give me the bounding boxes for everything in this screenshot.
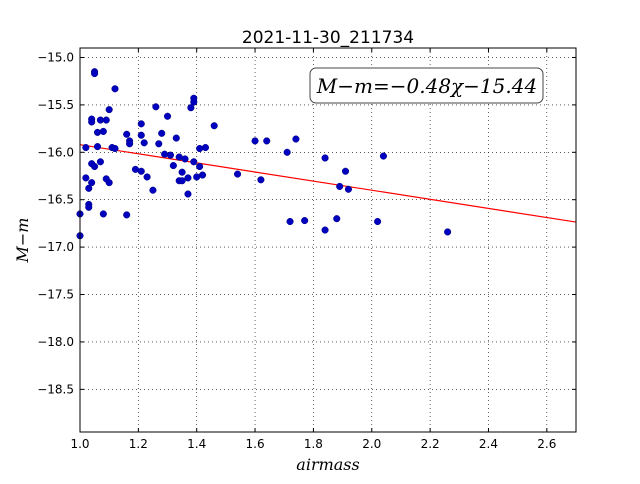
plot-area — [80, 48, 576, 432]
x-tick-label: 2.4 — [479, 437, 498, 451]
data-point — [178, 168, 186, 176]
y-tick-label: −17.0 — [37, 240, 74, 254]
plot-frame — [79, 47, 577, 433]
data-point — [96, 158, 104, 166]
data-point — [91, 70, 99, 78]
x-axis-ticks: 1.0 1.2 1.4 1.6 1.8 2.0 2.2 2.4 2.6 — [70, 48, 556, 451]
x-tick-label: 1.4 — [187, 437, 206, 451]
y-tick-label: −16.5 — [37, 193, 74, 207]
data-point — [111, 85, 119, 93]
data-point — [137, 120, 145, 128]
y-tick-label: −15.0 — [37, 50, 74, 64]
data-point — [374, 217, 382, 226]
x-tick-label: 2.0 — [362, 437, 381, 451]
data-point — [234, 170, 242, 178]
data-point — [257, 176, 265, 184]
grid — [79, 48, 576, 432]
data-point — [178, 177, 186, 185]
y-tick-label: −15.5 — [37, 98, 74, 112]
data-point — [184, 190, 192, 198]
data-point — [149, 186, 157, 194]
data-point — [166, 151, 174, 159]
data-point — [444, 228, 452, 236]
annotation-frame — [309, 67, 544, 104]
data-point — [99, 127, 107, 135]
data-point — [91, 162, 99, 171]
data-point — [184, 174, 192, 182]
data-point — [85, 184, 93, 192]
y-tick-label: −17.5 — [37, 288, 74, 302]
chart-title: 2021-11-30_211734 — [242, 28, 414, 48]
data-point — [105, 106, 113, 114]
data-point — [82, 144, 90, 152]
data-point — [163, 112, 172, 120]
data-points — [76, 68, 452, 240]
data-point — [140, 139, 148, 147]
data-point — [196, 144, 204, 153]
data-point — [85, 203, 93, 211]
data-point — [123, 130, 131, 138]
data-point — [105, 179, 113, 187]
data-point — [198, 171, 207, 179]
data-point — [161, 150, 169, 158]
data-point — [336, 182, 344, 190]
data-point — [181, 155, 189, 163]
data-point — [379, 152, 387, 160]
data-point — [210, 122, 218, 130]
data-point — [333, 215, 341, 223]
fit-line — [79, 144, 577, 223]
x-tick-label: 1.2 — [129, 437, 148, 451]
data-point — [93, 143, 102, 151]
data-point — [102, 116, 110, 124]
annotation-text: M−m=−0.48χ−15.44 — [316, 74, 537, 98]
data-point — [126, 140, 134, 148]
data-point — [137, 131, 145, 139]
data-point — [283, 148, 291, 156]
data-point — [111, 144, 119, 153]
data-point — [172, 134, 180, 142]
x-tick-label: 2.2 — [421, 437, 440, 451]
x-tick-label: 1.0 — [70, 437, 89, 451]
data-point — [321, 226, 329, 234]
y-axis-label: M−m — [13, 218, 32, 264]
data-point — [88, 118, 96, 126]
data-point — [169, 162, 177, 170]
data-point — [158, 129, 166, 137]
data-point — [286, 217, 294, 226]
data-point — [292, 135, 300, 143]
data-point — [190, 98, 198, 106]
y-tick-label: −18.0 — [37, 335, 74, 349]
data-point — [152, 103, 160, 111]
data-point — [143, 173, 151, 181]
data-point — [187, 104, 195, 112]
y-axis-ticks: −15.0 −15.5 −16.0 −16.5 −17.0 −17.5 −18.0 −18.5 — [37, 50, 576, 396]
x-tick-label: 2.6 — [537, 437, 556, 451]
data-point — [93, 128, 102, 136]
x-tick-label: 1.6 — [246, 437, 265, 451]
data-point — [341, 167, 350, 175]
data-point — [123, 211, 131, 219]
data-point — [196, 162, 204, 171]
data-point — [301, 217, 309, 225]
data-point — [190, 158, 198, 166]
data-point — [321, 154, 329, 162]
data-point — [137, 167, 145, 175]
fit-line-group — [79, 144, 577, 223]
data-point — [99, 210, 107, 218]
data-point — [82, 174, 90, 182]
y-tick-label: −18.5 — [37, 382, 74, 396]
x-tick-label: 1.8 — [304, 437, 323, 451]
data-point — [201, 144, 210, 152]
annotation-box: M−m=−0.48χ−15.44 — [309, 67, 544, 104]
data-point — [88, 179, 96, 187]
data-point — [263, 137, 271, 145]
data-point — [251, 137, 259, 145]
x-axis-label: airmass — [296, 455, 359, 474]
data-point — [155, 140, 163, 148]
y-tick-label: −16.0 — [37, 145, 74, 159]
data-point — [344, 185, 352, 193]
